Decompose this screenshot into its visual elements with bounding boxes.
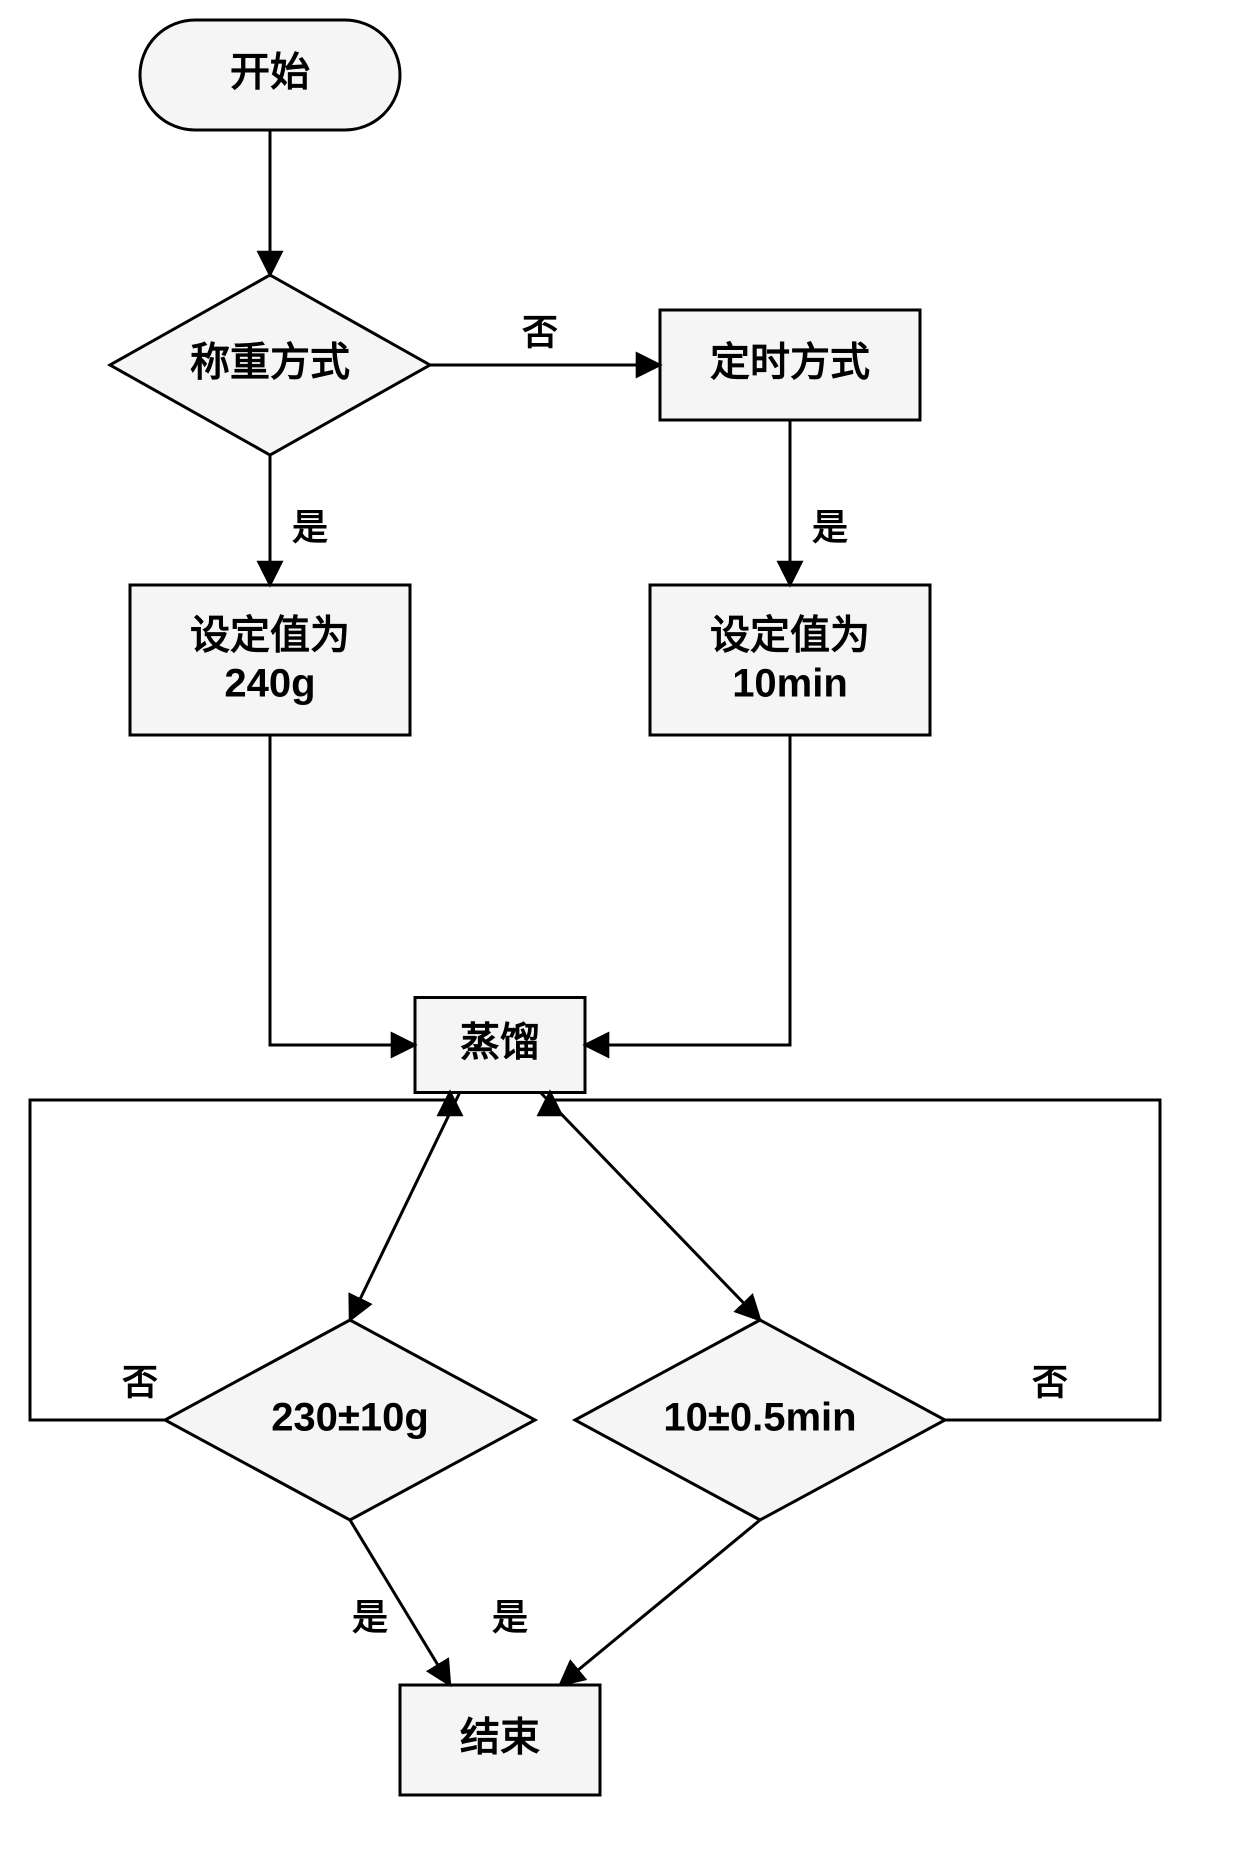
edge-label: 否 (1032, 1362, 1068, 1403)
node-p_set240 (130, 585, 410, 735)
node-text: 10±0.5min (663, 1396, 856, 1440)
node-p_set10 (650, 585, 930, 735)
edge-p_distill-d_10m (540, 1092, 760, 1320)
edge-label: 否 (122, 1362, 158, 1403)
node-text: 设定值为 (190, 614, 350, 658)
node-text: 230±10g (271, 1396, 429, 1440)
edge-d_10m-end (560, 1520, 760, 1685)
node-text: 蒸馏 (460, 1021, 540, 1065)
node-text: 定时方式 (710, 341, 870, 385)
node-text: 结束 (460, 1716, 540, 1760)
edge-label: 是 (812, 507, 848, 548)
node-text: 设定值为 (710, 614, 870, 658)
edge-label: 是 (352, 1597, 388, 1638)
edge-label: 是 (492, 1597, 528, 1638)
edge-p_distill-d_230 (350, 1092, 460, 1320)
flowchart-canvas: 开始称重方式定时方式设定值为240g设定值为10min蒸馏230±10g10±0… (0, 0, 1240, 1870)
edge-p_set240-p_distill (270, 735, 415, 1045)
node-text: 240g (224, 662, 315, 706)
node-text: 称重方式 (190, 341, 350, 385)
node-text: 开始 (230, 51, 310, 95)
edge-label: 否 (522, 312, 558, 353)
edge-p_set10-p_distill (585, 735, 790, 1045)
edge-label: 是 (292, 507, 328, 548)
node-text: 10min (732, 662, 848, 706)
